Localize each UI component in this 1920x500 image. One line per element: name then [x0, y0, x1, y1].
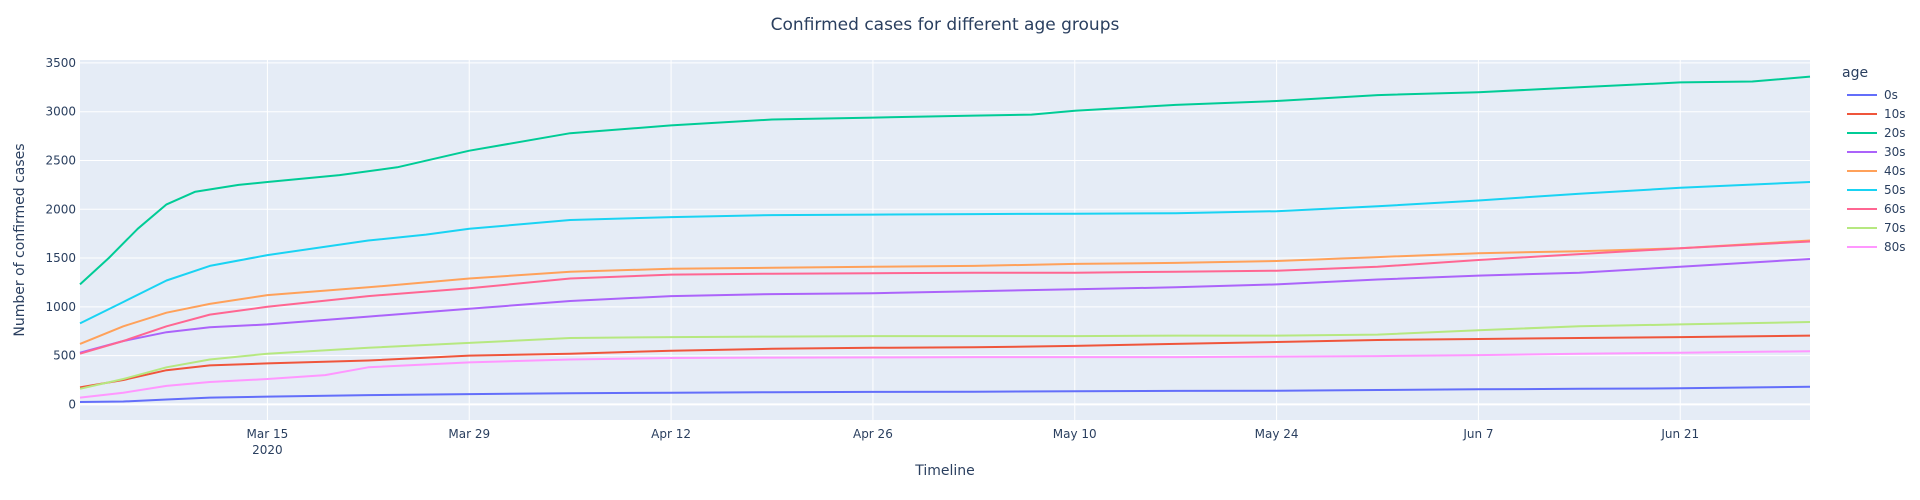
x-axis-title: Timeline [914, 463, 975, 479]
x-tick-label: Mar 15 [247, 427, 289, 441]
series-line-0s [79, 385, 1811, 403]
series-lines [79, 75, 1811, 403]
y-tick-label: 500 [53, 349, 76, 363]
y-axis-title: Number of confirmed cases [12, 143, 28, 336]
legend-label: 80s [1884, 240, 1906, 254]
legend-label: 60s [1884, 202, 1906, 216]
legend: age 0s 10s 20s 30s 40s 50s 60s 70s 80s [1842, 65, 1906, 254]
series-line-80s [79, 350, 1811, 399]
series-line-20s [79, 75, 1811, 286]
y-tick-label: 3500 [45, 56, 76, 70]
legend-label: 70s [1884, 221, 1906, 235]
y-tick-label: 1500 [45, 251, 76, 265]
series-line-70s [79, 321, 1811, 390]
legend-label: 40s [1884, 164, 1906, 178]
x-tick-label: Jun 7 [1462, 427, 1493, 441]
legend-label: 30s [1884, 145, 1906, 159]
x-tick-label: May 24 [1255, 427, 1299, 441]
grid-lines [80, 60, 1810, 420]
x-axis-ticks: Mar 15 2020 Mar 29 Apr 12 Apr 26 May 10 May 24… [247, 427, 1700, 457]
series-line-60s [79, 240, 1811, 355]
y-tick-label: 1000 [45, 300, 76, 314]
y-axis-ticks: 0 500 1000 1500 2000 2500 3000 3500 [45, 56, 76, 411]
x-tick-label: Apr 26 [853, 427, 893, 441]
legend-label: 20s [1884, 126, 1906, 140]
y-tick-label: 3000 [45, 105, 76, 119]
legend-label: 50s [1884, 183, 1906, 197]
x-tick-sublabel: 2020 [252, 443, 283, 457]
series-line-10s [79, 334, 1811, 389]
y-tick-label: 2500 [45, 153, 76, 167]
x-tick-label: Jun 21 [1660, 427, 1699, 441]
series-line-50s [79, 181, 1811, 325]
y-tick-label: 0 [68, 397, 76, 411]
legend-label: 10s [1884, 107, 1906, 121]
x-tick-label: Apr 12 [651, 427, 691, 441]
legend-title: age [1842, 65, 1868, 81]
series-line-40s [79, 239, 1811, 345]
series-line-30s [79, 258, 1811, 354]
y-tick-label: 2000 [45, 202, 76, 216]
x-tick-label: Mar 29 [448, 427, 490, 441]
legend-label: 0s [1884, 88, 1898, 102]
x-tick-label: May 10 [1053, 427, 1097, 441]
plot-area [80, 60, 1810, 420]
chart-title: Confirmed cases for different age groups [771, 15, 1120, 35]
